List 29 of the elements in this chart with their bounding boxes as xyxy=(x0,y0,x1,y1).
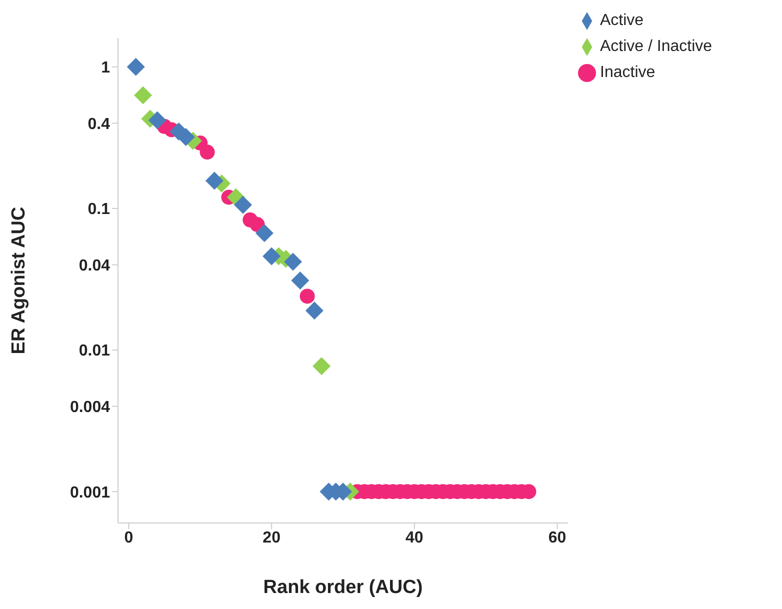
point xyxy=(300,288,315,304)
x-tick-label: 60 xyxy=(548,529,566,546)
y-tick-label: 0.004 xyxy=(70,399,110,416)
point xyxy=(148,111,166,130)
point xyxy=(262,247,281,266)
point xyxy=(234,196,252,214)
point xyxy=(312,357,331,376)
y-tick-label: 0.1 xyxy=(88,201,110,218)
point xyxy=(305,302,324,320)
y-tick-label: 0.04 xyxy=(78,257,110,274)
y-tick-label: 0.001 xyxy=(70,484,110,502)
point xyxy=(200,144,215,160)
y-tick-label: 0.01 xyxy=(78,342,110,360)
legend-label: Active xyxy=(600,12,644,29)
y-axis-title: ER Agonist AUC xyxy=(8,206,30,354)
y-tick-label: 1 xyxy=(101,60,110,77)
point xyxy=(134,86,152,104)
legend-label: Inactive xyxy=(600,64,656,81)
point xyxy=(291,271,310,290)
x-tick-label: 0 xyxy=(124,529,134,546)
point xyxy=(284,252,302,271)
point xyxy=(255,224,274,242)
y-tick-label: 0.4 xyxy=(88,116,110,133)
x-tick-label: 20 xyxy=(262,529,281,546)
point xyxy=(126,58,145,76)
x-axis-title: Rank order (AUC) xyxy=(263,577,423,598)
legend-label: Active / Inactive xyxy=(600,38,712,55)
x-tick-label: 40 xyxy=(406,529,424,546)
point xyxy=(205,172,224,190)
